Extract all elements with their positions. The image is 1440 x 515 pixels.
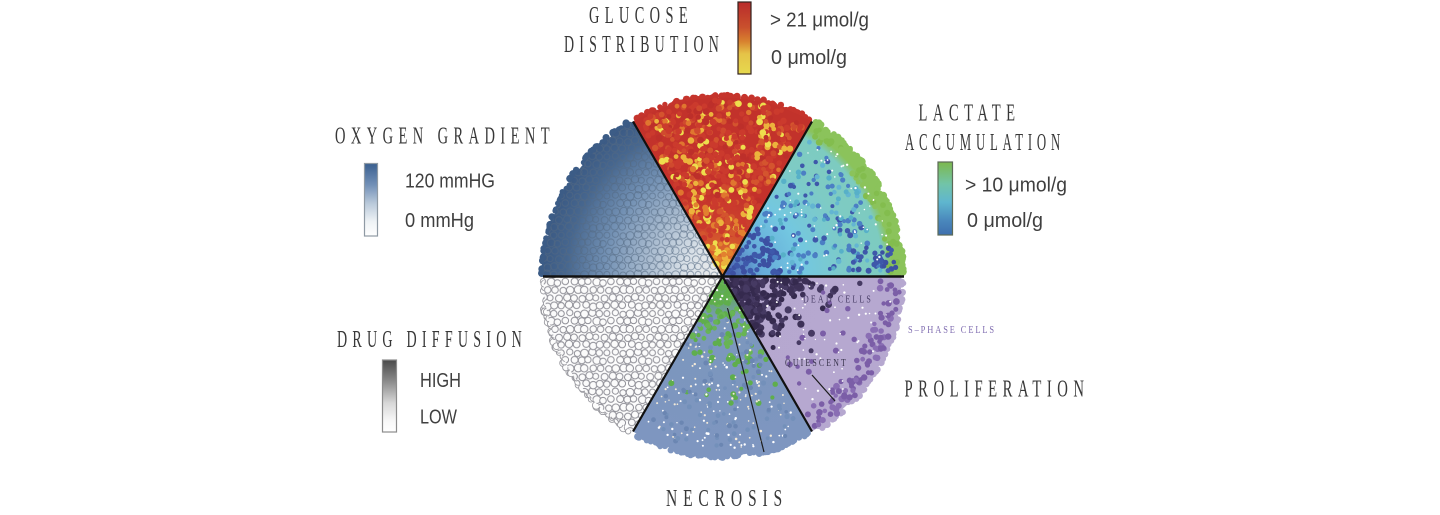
svg-text:DRUG DIFFUSION: DRUG DIFFUSION [337,327,527,353]
svg-text:OXYGEN GRADIENT: OXYGEN GRADIENT [335,124,555,150]
svg-text:HIGH: HIGH [420,370,461,392]
svg-text:0 mmHg: 0 mmHg [405,210,474,232]
svg-text:LOW: LOW [420,407,457,429]
svg-text:GLUCOSE: GLUCOSE [589,3,693,29]
svg-text:NECROSIS: NECROSIS [666,486,788,510]
svg-text:QUIESCENT: QUIESCENT [785,357,848,369]
svg-text:DISTRIBUTION: DISTRIBUTION [564,32,724,58]
svg-text:120 mmHG: 120 mmHG [405,171,495,193]
svg-text:> 10 μmol/g: > 10 μmol/g [965,175,1067,197]
svg-text:> 21 μmol/g: > 21 μmol/g [770,10,869,32]
svg-text:0 μmol/g: 0 μmol/g [967,210,1043,232]
svg-text:PROLIFERATION: PROLIFERATION [905,377,1090,403]
svg-text:0 μmol/g: 0 μmol/g [771,47,847,69]
svg-text:S–PHASE CELLS: S–PHASE CELLS [908,324,996,336]
svg-text:DEAD CELLS: DEAD CELLS [803,294,873,306]
svg-text:ACCUMULATION: ACCUMULATION [905,130,1065,156]
svg-text:LACTATE: LACTATE [919,101,1021,127]
